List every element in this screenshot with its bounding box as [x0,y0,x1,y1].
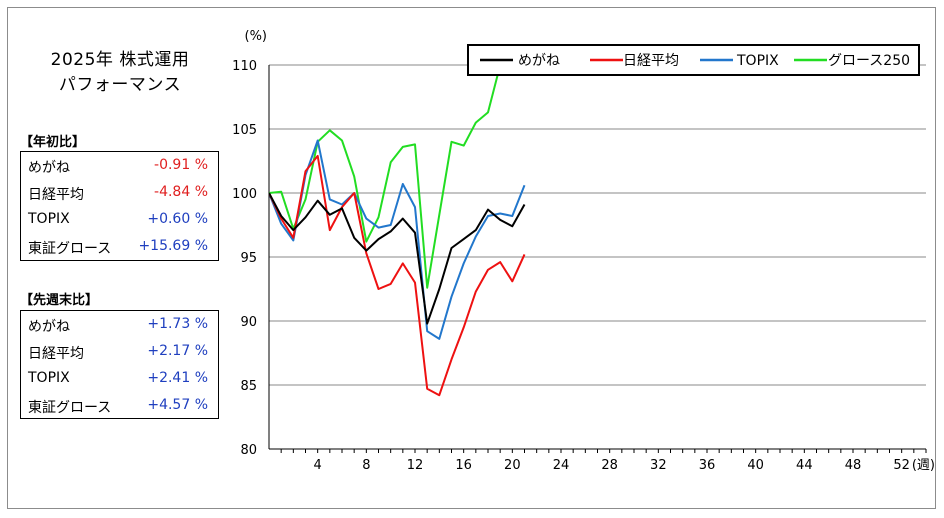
stats-name: めがね [28,319,70,335]
ytd-stats-box: めがね -0.91 % 日経平均 -4.84 % TOPIX +0.60 % 東証グロース +… [20,151,219,261]
stats-value: -4.84 % [154,184,208,200]
chart-title-line1: 2025年 株式運用 [50,50,190,70]
stats-row: 東証グロース +15.69 % [21,233,218,260]
stats-row: TOPIX +2.41 % [21,365,218,392]
x-tick-label: 36 [699,458,716,473]
legend-entry: 日経平均 [623,53,679,69]
y-tick-label: 95 [240,251,257,266]
x-tick-label: 20 [504,458,521,473]
wow-label: 【先週末比】 [20,293,99,308]
series-line [269,65,502,289]
stats-row: 日経平均 +2.17 % [21,338,218,365]
stats-name: めがね [28,160,70,176]
y-tick-label: 80 [240,443,257,458]
stats-value: +0.60 % [147,211,208,227]
x-axis-label: (週) [912,458,935,473]
x-tick-label: 24 [553,458,570,473]
stats-row: 日経平均 -4.84 % [21,179,218,206]
series-line [269,192,526,325]
stats-name: TOPIX [28,211,70,227]
x-tick-label: 16 [455,458,472,473]
y-tick-label: 90 [240,315,257,330]
stats-row: めがね -0.91 % [21,152,218,179]
stats-name: 東証グロース [28,400,112,416]
stats-row: 東証グロース +4.57 % [21,392,218,419]
series-line [269,139,526,340]
stats-value: +2.41 % [147,370,208,386]
stats-value: -0.91 % [154,157,208,173]
x-tick-label: 12 [407,458,424,473]
x-tick-label: 32 [650,458,667,473]
legend-entry: TOPIX [736,53,779,69]
chart-title-line2: パフォーマンス [58,75,182,95]
x-tick-label: 40 [747,458,764,473]
y-tick-label: 105 [232,123,257,138]
y-tick-label: 100 [232,187,257,202]
stats-value: +2.17 % [147,343,208,359]
stats-row: めがね +1.73 % [21,311,218,338]
x-tick-label: 48 [845,458,862,473]
y-tick-label: 85 [240,379,257,394]
y-tick-label: 110 [232,59,257,74]
x-tick-label: 4 [314,458,322,473]
stats-value: +15.69 % [138,238,208,254]
stats-name: 日経平均 [28,187,84,203]
ytd-label: 【年初比】 [20,135,86,150]
stats-name: TOPIX [28,370,70,386]
stats-row: TOPIX +0.60 % [21,206,218,233]
series-line [269,154,526,397]
x-tick-label: 8 [362,458,370,473]
x-tick-label: 28 [601,458,618,473]
legend-entry: めがね [518,53,560,69]
x-tick-label: 44 [796,458,813,473]
stats-name: 日経平均 [28,346,84,362]
x-tick-label: 52 [893,458,910,473]
stats-value: +4.57 % [147,397,208,413]
y-axis-label: (%) [245,29,268,44]
stats-name: 東証グロース [28,241,112,257]
legend-entry: グロース250 [828,53,910,69]
stats-value: +1.73 % [147,316,208,332]
wow-stats-box: めがね +1.73 % 日経平均 +2.17 % TOPIX +2.41 % 東証グロース +… [20,310,219,419]
legend-box [467,44,920,76]
